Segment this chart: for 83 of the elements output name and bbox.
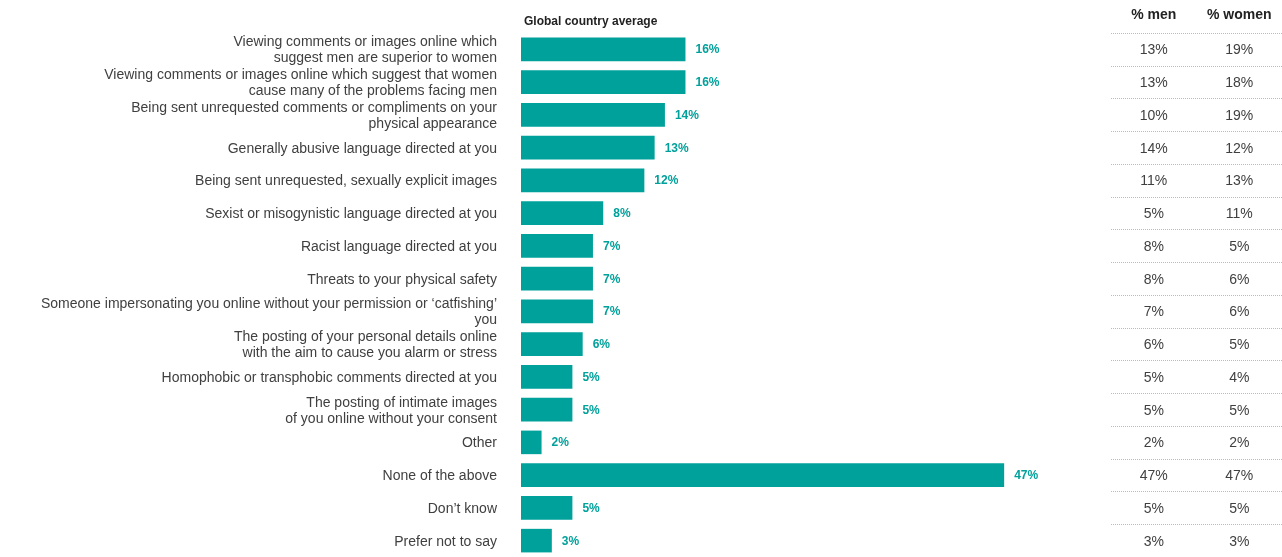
data-label: 5% [582, 500, 601, 515]
data-label: 8% [613, 206, 631, 221]
data-label: 8% [1143, 237, 1164, 254]
data-label: 12% [654, 173, 679, 188]
bar [521, 103, 665, 127]
y-tick-label: The posting of your personal details online with the aim to cause you alarm or stress [233, 328, 498, 361]
y-tick-label: Being sent unrequested comments or compliments on your physical appearance [131, 98, 498, 131]
data-label: 2% [1229, 434, 1250, 451]
y-tick-label: Generally abusive language directed at you [227, 139, 497, 156]
data-label: 47% [1014, 468, 1039, 483]
data-label: 19% [1225, 106, 1254, 123]
bar [521, 201, 604, 225]
data-label: 12% [1225, 139, 1254, 156]
y-tick-label: Being sent unrequested, sexually explicit images [195, 172, 497, 189]
y-tick-label: Viewing comments or images online which suggest men are superior to women [233, 33, 497, 66]
data-label: 2% [1143, 434, 1164, 451]
data-label: 6% [1229, 270, 1250, 287]
y-tick-label: Homophobic or transphobic comments directed at you [161, 368, 497, 385]
data-label: 2% [551, 435, 570, 450]
bar [521, 397, 573, 422]
bar [521, 365, 573, 389]
x-tick-label: % women [1206, 6, 1272, 22]
bar [521, 234, 593, 258]
data-label: 13% [1139, 74, 1168, 91]
data-label: 5% [582, 402, 601, 417]
bar [521, 463, 1005, 487]
bar [521, 528, 552, 553]
bar [521, 266, 593, 291]
y-tick-label: The posting of intimate images of you online without your consent [285, 393, 498, 426]
data-label: 3% [561, 533, 580, 548]
data-label: 13% [1225, 172, 1254, 189]
data-label: 19% [1225, 41, 1254, 58]
data-label: 13% [1139, 41, 1168, 58]
data-label: 5% [1143, 368, 1164, 385]
y-tick-label: Other [461, 434, 498, 451]
bar [521, 168, 645, 193]
data-label: 6% [1143, 336, 1164, 353]
data-label: 14% [674, 107, 700, 122]
data-label: 5% [1229, 401, 1250, 418]
data-label: 3% [1143, 532, 1164, 549]
data-label: 13% [664, 140, 689, 155]
data-label: 18% [1225, 74, 1254, 91]
chart-title: Global country average [524, 14, 658, 28]
y-tick-label: Don’t know [427, 499, 498, 516]
y-tick-label: Someone impersonating you online without your permission or ‘catfishing’ you [40, 295, 497, 328]
bar [521, 37, 686, 62]
data-label: 5% [1143, 401, 1164, 418]
data-label: 6% [592, 337, 611, 352]
data-label: 8% [1143, 270, 1164, 287]
y-tick-label: None of the above [382, 467, 498, 484]
data-label: 7% [602, 271, 621, 286]
bar [521, 332, 583, 356]
y-tick-label: Racist language directed at you [300, 237, 497, 254]
data-label: 5% [1229, 499, 1250, 516]
bar [521, 496, 573, 520]
data-label: 7% [602, 304, 621, 319]
y-tick-label: Viewing comments or images online which suggest that women cause many of the problems facing men [104, 66, 497, 99]
data-label: 5% [1143, 205, 1164, 222]
data-label: 47% [1139, 467, 1168, 484]
data-label: 47% [1225, 467, 1254, 484]
bar [521, 70, 686, 94]
x-tick-label: % men [1131, 6, 1177, 22]
data-label: 4% [1229, 368, 1250, 385]
data-label: 7% [602, 238, 621, 253]
y-tick-label: Prefer not to say [394, 532, 497, 549]
data-label: 5% [1229, 237, 1250, 254]
data-label: 5% [1143, 499, 1164, 516]
bar [521, 430, 542, 455]
data-label: 10% [1139, 106, 1168, 123]
data-label: 11% [1225, 205, 1253, 222]
data-label: 7% [1143, 303, 1164, 320]
data-label: 3% [1229, 532, 1250, 549]
data-label: 16% [695, 75, 720, 90]
y-tick-label: Sexist or misogynistic language directed at you [205, 205, 497, 222]
data-label: 5% [1229, 336, 1250, 353]
data-label: 14% [1139, 139, 1168, 156]
data-label: 5% [582, 369, 601, 384]
data-label: 11% [1140, 172, 1168, 189]
data-label: 16% [695, 42, 720, 57]
y-tick-label: Threats to your physical safety [307, 270, 497, 287]
bar [521, 135, 655, 160]
bar [521, 299, 593, 324]
data-label: 6% [1229, 303, 1250, 320]
